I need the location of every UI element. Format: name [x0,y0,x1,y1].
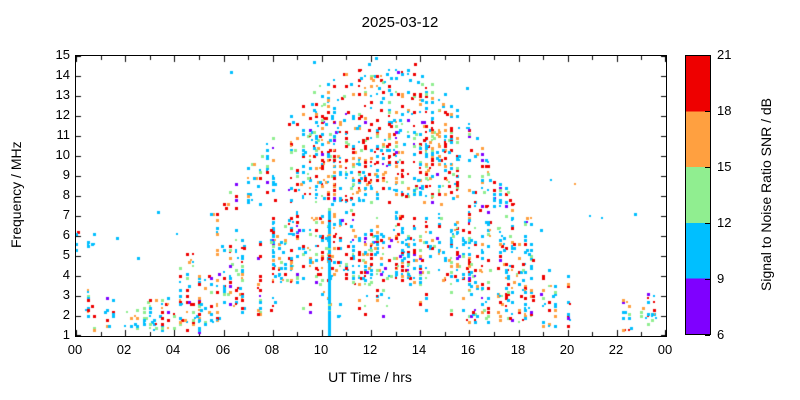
plot-area [75,55,667,337]
x-tick-label: 22 [608,342,624,357]
colorbar-tick-mark [705,55,710,56]
x-tick-label: 14 [411,342,427,357]
colorbar [685,55,711,335]
x-tick-label: 10 [313,342,329,357]
x-tick-label: 04 [165,342,181,357]
colorbar-tick-label: 6 [717,327,725,342]
colorbar-tick-label: 15 [717,159,732,174]
y-tick-label: 14 [55,67,70,82]
y-tick-label: 8 [62,187,70,202]
y-tick-label: 7 [62,207,70,222]
x-axis-label: UT Time / hrs [328,369,412,385]
colorbar-tick-mark [705,223,710,224]
x-tick-label: 00 [657,342,673,357]
x-tick-label: 06 [215,342,231,357]
y-tick-label: 3 [62,287,70,302]
y-tick-label: 5 [62,247,70,262]
y-tick-label: 4 [62,267,70,282]
y-tick-label: 11 [56,127,71,142]
colorbar-tick-label: 21 [717,47,732,62]
x-tick-label: 08 [264,342,280,357]
colorbar-tick-mark [705,335,710,336]
x-tick-label: 18 [510,342,526,357]
chart-title: 2025-03-12 [361,14,439,31]
colorbar-tick-mark [705,111,710,112]
scatter-canvas [76,56,666,336]
x-tick-label: 12 [362,342,378,357]
x-tick-label: 02 [116,342,132,357]
y-axis-label: Frequency / MHz [8,141,24,249]
y-tick-label: 13 [55,87,70,102]
y-tick-label: 1 [62,327,70,342]
colorbar-tick-mark [705,167,710,168]
y-tick-label: 12 [55,107,70,122]
y-tick-label: 2 [62,307,70,322]
colorbar-tick-mark [705,279,710,280]
colorbar-tick-label: 9 [717,271,725,286]
y-tick-label: 9 [62,167,70,182]
colorbar-tick-label: 18 [717,103,732,118]
colorbar-label: Signal to Noise Ratio SNR / dB [758,98,774,292]
y-tick-label: 6 [62,227,70,242]
y-tick-label: 10 [55,147,70,162]
colorbar-tick-label: 12 [717,215,732,230]
x-tick-label: 16 [460,342,476,357]
x-tick-label: 20 [559,342,575,357]
x-tick-label: 00 [67,342,83,357]
y-tick-label: 15 [55,47,70,62]
